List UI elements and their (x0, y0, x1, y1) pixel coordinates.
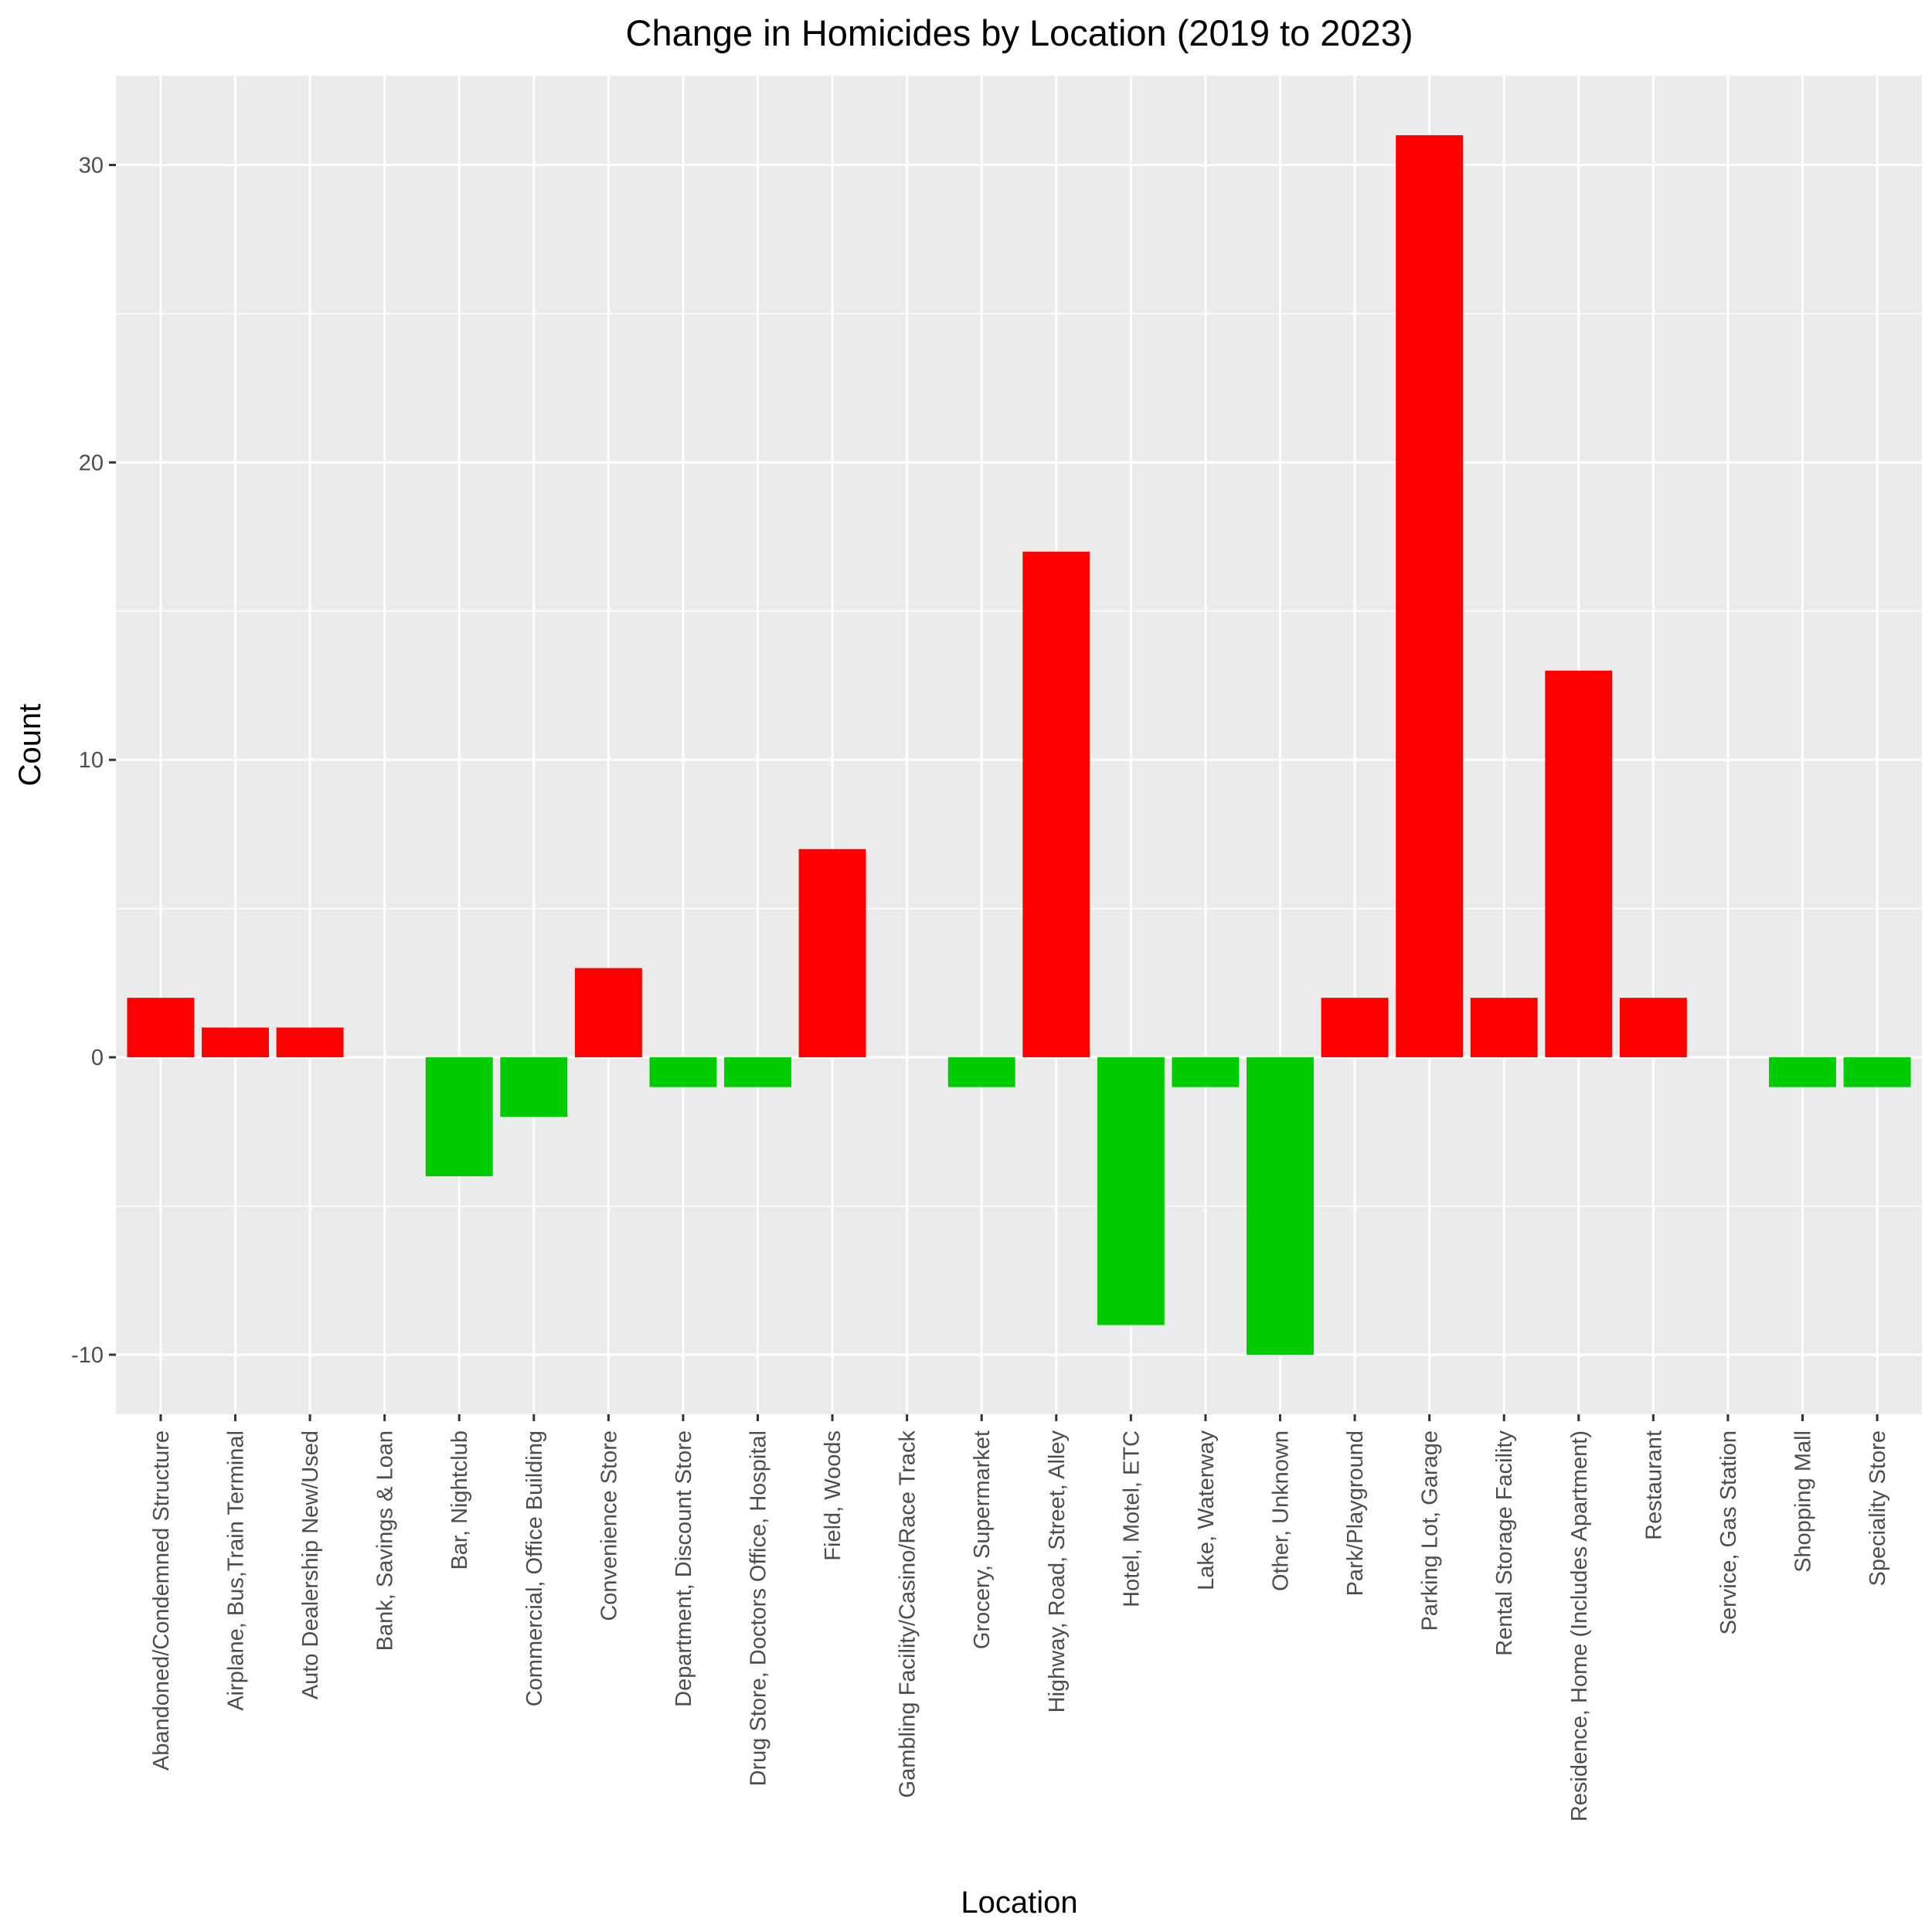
bar (276, 1027, 344, 1058)
x-tick-label: Other, Unknown (1268, 1430, 1293, 1591)
bar (202, 1027, 269, 1058)
x-tick-label: Bank, Savings & Loan (373, 1430, 398, 1651)
x-axis: Abandoned/Condemned Structure Airplane, B… (149, 1414, 1890, 1821)
x-tick-label: Service, Gas Station (1716, 1430, 1741, 1634)
x-tick-label: Gambling Facility/Casino/Race Track (896, 1430, 920, 1798)
x-tick-label: Convenience Store (597, 1430, 621, 1621)
x-tick-label: Speciality Store (1866, 1430, 1890, 1587)
bar (1545, 670, 1613, 1058)
x-tick-label: Abandoned/Condemned Structure (149, 1430, 174, 1770)
bars (127, 134, 1911, 1355)
bar (1396, 134, 1464, 1058)
bar (1097, 1057, 1165, 1325)
chart-title: Change in Homicides by Location (2019 to… (626, 12, 1413, 53)
bar (1843, 1057, 1911, 1087)
bar (1769, 1057, 1836, 1087)
plot-panel (116, 76, 1922, 1414)
bar (425, 1057, 493, 1177)
x-tick-label: Auto Dealership New/Used (298, 1430, 323, 1699)
x-tick-label: Highway, Road, Street, Alley (1045, 1430, 1070, 1713)
x-tick-label: Commercial, Office Building (522, 1430, 547, 1706)
x-tick-label: Field, Woods (821, 1430, 845, 1561)
y-tick-label: 20 (79, 451, 104, 475)
x-tick-label: Residence, Home (Includes Apartment) (1567, 1430, 1592, 1821)
y-axis-title: Count (13, 704, 47, 787)
y-tick-label: 10 (79, 748, 104, 773)
bar (649, 1057, 717, 1087)
x-tick-label: Park/Playground (1343, 1430, 1368, 1596)
x-tick-label: Shopping Mall (1791, 1430, 1815, 1573)
x-tick-label: Department, Discount Store (672, 1430, 696, 1707)
x-tick-label: Airplane, Bus,Train Terminal (224, 1430, 249, 1711)
bar (500, 1057, 568, 1117)
x-tick-label: Parking Lot, Garage (1418, 1430, 1443, 1631)
bar (724, 1057, 791, 1087)
y-tick-label: -10 (71, 1343, 104, 1368)
bar (947, 1057, 1015, 1087)
x-tick-label: Hotel, Motel, ETC (1119, 1430, 1144, 1607)
bar (1470, 998, 1538, 1058)
bar (574, 968, 642, 1058)
x-axis-title: Location (961, 1886, 1077, 1920)
minor-gridlines (116, 313, 1922, 1207)
bar (1172, 1057, 1240, 1087)
y-axis: -10 0 10 20 30 (71, 153, 116, 1368)
bar (798, 849, 866, 1058)
bar (1619, 998, 1687, 1058)
y-tick-label: 30 (79, 153, 104, 178)
x-tick-label: Grocery, Supermarket (970, 1430, 995, 1649)
bar (1321, 998, 1389, 1058)
y-tick-label: 0 (91, 1046, 104, 1070)
x-tick-label: Drug Store, Doctors Office, Hospital (747, 1430, 771, 1786)
x-tick-label: Lake, Waterway (1194, 1430, 1219, 1590)
bar (1247, 1057, 1314, 1355)
x-tick-label: Restaurant (1641, 1430, 1666, 1540)
x-tick-label: Rental Storage Facility (1492, 1430, 1517, 1656)
x-tick-label: Bar, Nightclub (447, 1430, 472, 1570)
bar (1022, 551, 1090, 1058)
bar (127, 998, 195, 1058)
